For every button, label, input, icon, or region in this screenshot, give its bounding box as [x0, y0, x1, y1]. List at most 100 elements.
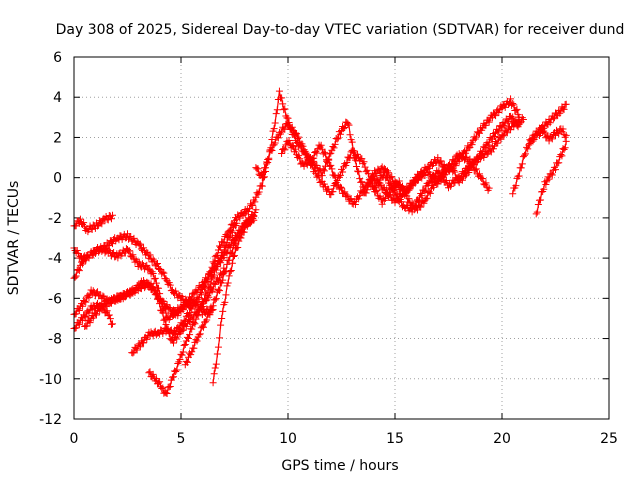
plot-frame — [73, 56, 610, 420]
data-point-marker — [491, 133, 499, 141]
data-point-marker — [458, 176, 466, 184]
data-point-marker — [148, 268, 156, 276]
data-point-marker — [209, 285, 217, 293]
data-point-marker — [359, 160, 367, 168]
data-point-marker — [451, 157, 459, 165]
data-point-marker — [214, 343, 222, 351]
data-point-marker — [279, 100, 287, 108]
data-point-marker — [109, 320, 117, 328]
y-axis-label: SDTVAR / TECUs — [6, 181, 22, 296]
data-point-marker — [163, 390, 171, 398]
data-point-marker — [225, 272, 233, 280]
data-point-marker — [420, 199, 428, 207]
data-point-marker — [517, 164, 525, 172]
data-point-marker — [201, 284, 209, 292]
data-point-marker — [234, 243, 242, 251]
data-point-marker — [159, 309, 167, 317]
data-point-marker — [195, 331, 203, 339]
data-point-marker — [229, 253, 237, 261]
data-point-marker — [512, 182, 520, 190]
data-point-marker — [73, 247, 81, 255]
data-point-marker — [367, 176, 375, 184]
data-point-marker — [255, 188, 263, 196]
data-point-marker — [237, 234, 245, 242]
data-point-marker — [220, 248, 228, 256]
data-point-marker — [295, 152, 303, 160]
data-point-marker — [110, 249, 118, 257]
data-point-marker — [71, 273, 79, 281]
data-point-marker — [348, 138, 356, 146]
x-tick-label: 10 — [279, 431, 297, 447]
data-point-marker — [140, 244, 148, 252]
data-point-marker — [373, 175, 381, 183]
data-point-marker — [180, 316, 188, 324]
data-point-marker — [242, 221, 250, 229]
data-point-marker — [211, 296, 219, 304]
data-point-marker — [405, 195, 413, 203]
data-point-marker — [360, 158, 368, 166]
series-sat-p — [526, 125, 570, 147]
data-point-marker — [179, 348, 187, 356]
data-point-marker — [213, 252, 221, 260]
data-point-marker — [483, 150, 491, 158]
data-point-marker — [343, 191, 351, 199]
data-point-marker — [426, 189, 434, 197]
data-point-marker — [217, 321, 225, 329]
data-point-marker — [271, 139, 279, 147]
data-point-marker — [503, 129, 511, 137]
data-point-marker — [184, 335, 192, 343]
data-point-marker — [136, 240, 144, 248]
data-point-marker — [442, 176, 450, 184]
data-point-marker — [492, 112, 500, 120]
data-point-marker — [430, 183, 438, 191]
data-point-marker — [358, 178, 366, 186]
data-point-marker — [549, 115, 557, 123]
data-point-marker — [548, 171, 556, 179]
data-point-marker — [562, 100, 570, 108]
data-point-marker — [413, 176, 421, 184]
data-point-marker — [236, 233, 244, 241]
data-point-marker — [159, 384, 167, 392]
data-point-marker — [135, 241, 143, 249]
data-point-marker — [130, 234, 138, 242]
data-point-marker — [211, 280, 219, 288]
data-point-marker — [558, 152, 566, 160]
data-point-marker — [76, 215, 84, 223]
data-point-marker — [82, 298, 90, 306]
data-point-marker — [99, 304, 107, 312]
data-point-marker — [264, 155, 272, 163]
data-point-marker — [355, 168, 363, 176]
data-point-marker — [498, 104, 506, 112]
data-point-marker — [206, 311, 214, 319]
data-point-marker — [437, 157, 445, 165]
data-point-marker — [86, 319, 94, 327]
data-point-marker — [450, 166, 458, 174]
data-point-marker — [547, 170, 555, 178]
data-point-marker — [418, 192, 426, 200]
data-point-marker — [372, 188, 380, 196]
data-point-marker — [80, 219, 88, 227]
data-point-marker — [193, 310, 201, 318]
data-point-marker — [205, 283, 213, 291]
data-point-marker — [341, 123, 349, 131]
data-point-marker — [330, 144, 338, 152]
data-point-marker — [343, 159, 351, 167]
series-sat-q — [532, 137, 570, 218]
data-point-marker — [275, 87, 283, 95]
data-point-marker — [497, 123, 505, 131]
data-point-marker — [153, 289, 161, 297]
data-point-marker — [271, 119, 279, 127]
data-point-marker — [105, 247, 113, 255]
data-point-marker — [472, 133, 480, 141]
data-point-marker — [310, 154, 318, 162]
data-point-marker — [324, 156, 332, 164]
data-point-marker — [208, 306, 216, 314]
data-point-marker — [507, 95, 515, 103]
data-point-marker — [109, 211, 117, 219]
data-point-marker — [281, 125, 289, 133]
data-point-marker — [345, 121, 353, 129]
data-point-marker — [173, 366, 181, 374]
data-point-marker — [209, 302, 217, 310]
data-point-marker — [450, 157, 458, 165]
data-point-marker — [291, 145, 299, 153]
